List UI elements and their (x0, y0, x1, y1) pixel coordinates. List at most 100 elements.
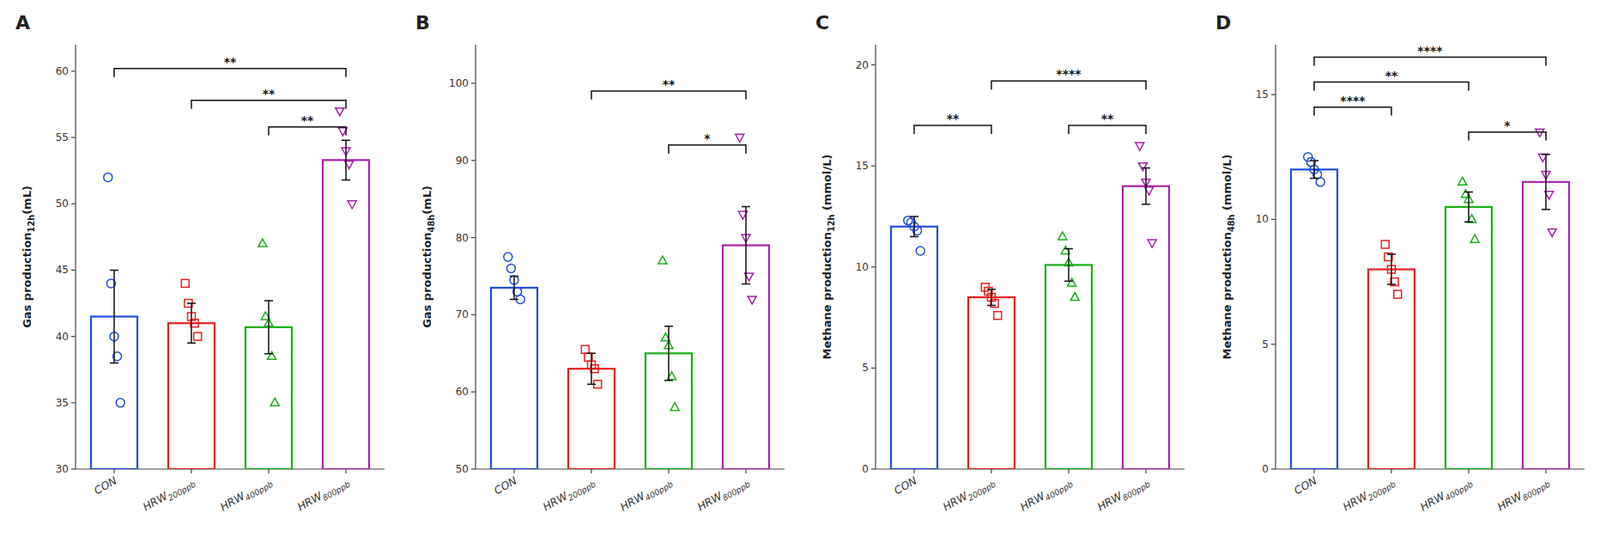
point (993, 311, 1002, 320)
figure: AGas production12h(mL)30354045505560CONH… (0, 0, 1600, 555)
significance-label: ** (1101, 111, 1115, 126)
x-tick-label: CON (1291, 472, 1320, 497)
bar (168, 322, 215, 469)
y-axis-label: Gas production48h(mL) (420, 185, 437, 328)
significance-label: * (703, 131, 711, 146)
significance-label: **** (1339, 93, 1366, 108)
x-tick (113, 468, 115, 473)
y-tick-label: 100 (448, 77, 469, 90)
x-tick (513, 468, 515, 473)
significance-bracket (114, 68, 346, 78)
point (103, 172, 113, 182)
significance-label: ** (1385, 68, 1399, 83)
error-bar (1464, 191, 1473, 222)
y-tick (471, 314, 476, 316)
error-bar (509, 275, 519, 299)
y-tick-label: 70 (455, 308, 469, 321)
point (1458, 176, 1467, 185)
error-bar (109, 269, 119, 363)
point (335, 108, 345, 116)
point (1535, 128, 1545, 137)
x-tick-label: CON (491, 472, 520, 497)
y-tick-label: 50 (455, 462, 469, 475)
y-tick-label: 45 (55, 263, 69, 276)
y-tick (471, 467, 476, 469)
y-tick (471, 82, 476, 84)
x-tick (267, 468, 269, 473)
y-tick-label: 15 (855, 159, 869, 172)
x-tick-label: HRW200ppb (540, 473, 598, 516)
y-tick-label: 10 (1255, 212, 1269, 225)
error-bar (1541, 154, 1551, 210)
panel-label: D (1215, 12, 1231, 34)
y-tick (871, 266, 876, 267)
y-tick (471, 391, 476, 393)
x-tick (990, 468, 992, 473)
point (181, 278, 189, 287)
error-bar (1309, 160, 1319, 178)
y-tick (71, 269, 76, 271)
point (1135, 142, 1145, 151)
y-tick (71, 467, 76, 469)
y-tick (1271, 467, 1276, 469)
y-tick (471, 236, 476, 238)
y-tick (471, 159, 476, 161)
point (1393, 290, 1402, 298)
point (1315, 177, 1325, 187)
significance-bracket (1314, 82, 1469, 91)
error-bar (741, 206, 751, 285)
x-tick (1467, 468, 1469, 473)
error-bar (987, 289, 996, 306)
y-tick (71, 70, 76, 72)
x-tick (190, 468, 192, 473)
x-tick-label: CON (891, 472, 920, 497)
significance-label: ** (301, 113, 315, 128)
y-tick-label: 5 (861, 361, 869, 374)
panel: DMethane production48h (mmol/L)051015CON… (1215, 12, 1585, 516)
y-tick (1271, 218, 1276, 220)
x-tick-label: HRW800ppb (695, 473, 752, 516)
significance-bracket (191, 100, 346, 110)
x-tick-label: HRW400ppb (618, 473, 675, 516)
marks (490, 133, 770, 469)
y-tick-label: 50 (55, 197, 69, 210)
x-tick (745, 468, 746, 473)
y-tick (71, 335, 76, 337)
bar (1368, 269, 1415, 469)
y-tick-label: 0 (861, 462, 869, 475)
panel-label: C (815, 12, 830, 34)
error-bar (341, 139, 351, 180)
x-tick (1067, 468, 1069, 473)
point (347, 200, 357, 209)
significance-bracket (1068, 125, 1146, 134)
point (503, 252, 513, 261)
bar (1445, 206, 1492, 469)
panel-label: A (15, 12, 31, 34)
y-axis-line (474, 44, 476, 469)
point (1070, 292, 1079, 301)
bar (968, 296, 1015, 469)
error-bar (1064, 248, 1073, 282)
point (270, 397, 279, 406)
y-tick-label: 5 (1261, 338, 1269, 351)
y-tick-label: 60 (55, 65, 69, 78)
y-tick-label: 55 (55, 131, 69, 144)
significance-label: **** (1055, 66, 1082, 81)
y-tick (871, 467, 876, 469)
x-tick (1390, 468, 1392, 473)
x-tick (590, 468, 592, 473)
x-tick-label: HRW400ppb (1418, 473, 1475, 516)
y-tick-label: 90 (455, 154, 469, 167)
x-tick-label: HRW200ppb (1340, 473, 1398, 516)
x-tick-label: HRW800ppb (1495, 473, 1552, 516)
marks (890, 142, 1170, 469)
error-bar (264, 300, 273, 354)
error-bar (664, 326, 673, 381)
y-tick (71, 401, 76, 403)
panel-label: B (415, 12, 431, 34)
point (1058, 231, 1067, 240)
marks (90, 108, 370, 469)
bar (1522, 181, 1570, 469)
significance-bracket (914, 125, 992, 134)
panel: BGas production48h(mL)5060708090100CONHR… (415, 12, 785, 516)
